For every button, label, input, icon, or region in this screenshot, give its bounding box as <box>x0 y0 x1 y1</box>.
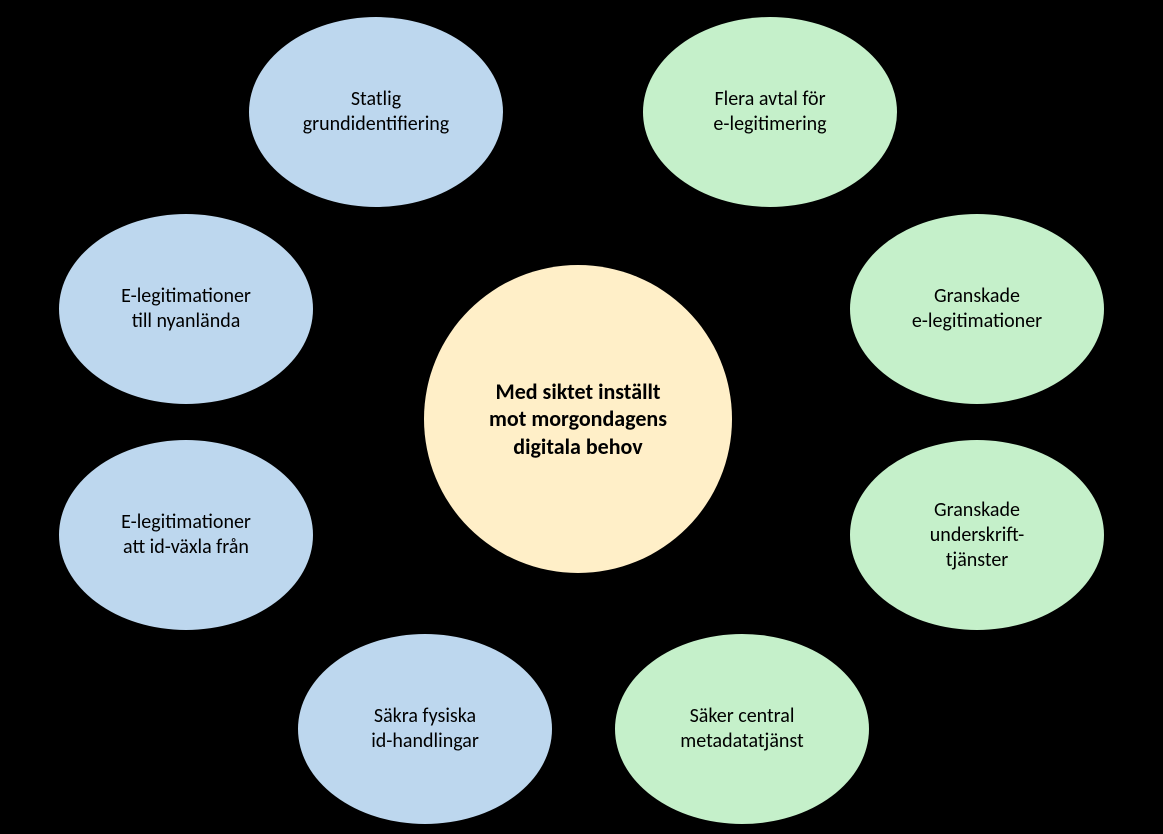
node-label: Statliggrundidentifiering <box>303 87 449 137</box>
node-label: E-legitimationertill nyanlända <box>121 284 251 334</box>
node-label: Flera avtal före-legitimering <box>713 87 826 137</box>
node-label: Granskadee-legitimationer <box>912 284 1042 334</box>
node-saker-central: Säker centralmetadatatjänst <box>615 634 869 824</box>
center-ellipse: Med siktet inställtmot morgondagensdigit… <box>424 265 732 573</box>
node-label: Säkra fysiskaid-handlingar <box>371 704 479 754</box>
node-statlig-grundidentifiering: Statliggrundidentifiering <box>249 17 503 207</box>
node-sakra-fysiska: Säkra fysiskaid-handlingar <box>298 634 552 824</box>
node-label: Säker centralmetadatatjänst <box>680 704 803 754</box>
node-label: E-legitimationeratt id-växla från <box>121 510 251 560</box>
diagram-canvas: Med siktet inställtmot morgondagensdigit… <box>0 0 1163 834</box>
node-label: Granskadeunderskrift-tjänster <box>930 498 1024 573</box>
center-label: Med siktet inställtmot morgondagensdigit… <box>489 378 667 461</box>
node-e-leg-nyanlanda: E-legitimationertill nyanlända <box>59 214 313 404</box>
node-granskade-underskrift: Granskadeunderskrift-tjänster <box>850 440 1104 630</box>
node-flera-avtal: Flera avtal före-legitimering <box>643 17 897 207</box>
node-e-leg-id-vaxla: E-legitimationeratt id-växla från <box>59 440 313 630</box>
node-granskade-e-leg: Granskadee-legitimationer <box>850 214 1104 404</box>
